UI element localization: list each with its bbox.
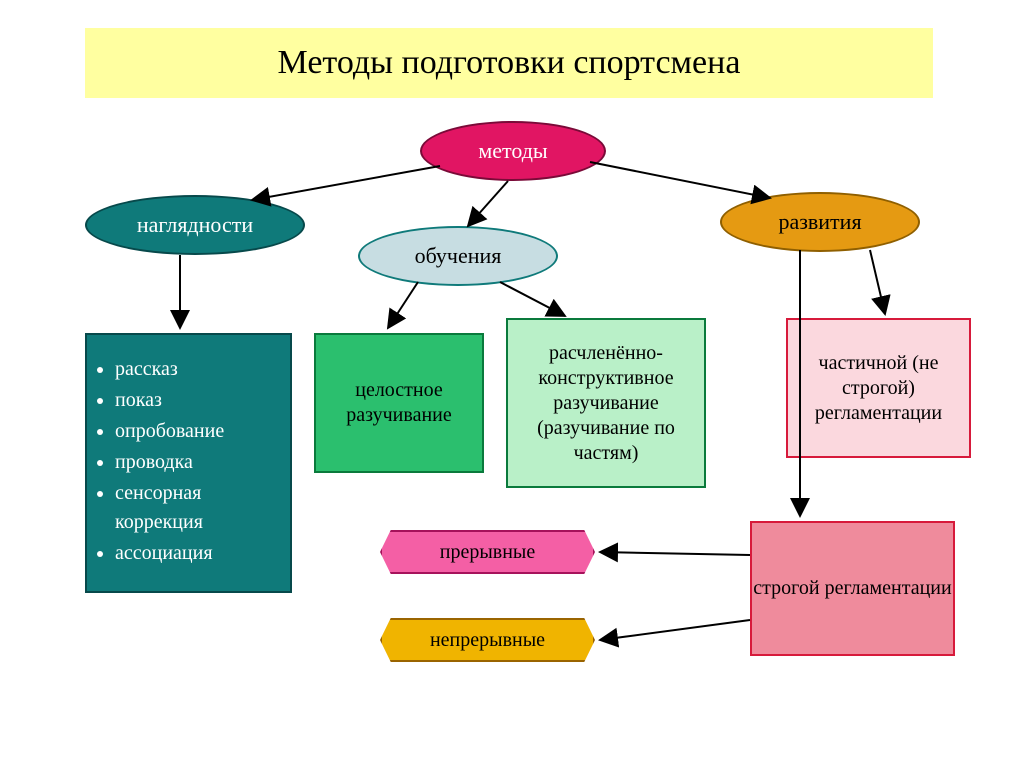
bullet-list: рассказпоказопробованиепроводкасенсорная… <box>101 355 276 568</box>
node-label: наглядности <box>137 212 253 238</box>
node-label: частичной (не строгой) регламентации <box>788 351 969 426</box>
bullet-item: опробование <box>115 417 276 446</box>
node-parts: расчленённо-конструктивное разучивание (… <box>506 318 706 488</box>
node-learning: обучения <box>358 226 558 286</box>
node-label: непрерывные <box>430 629 545 652</box>
bullet-item: ассоциация <box>115 539 276 568</box>
node-methods: методы <box>420 121 606 181</box>
bullet-item: рассказ <box>115 355 276 384</box>
node-label: расчленённо-конструктивное разучивание (… <box>514 341 698 466</box>
node-label: строгой регламентации <box>753 576 951 601</box>
node-label: развития <box>778 209 861 235</box>
node-label: целостное разучивание <box>316 378 482 428</box>
node-whole: целостное разучивание <box>314 333 484 473</box>
node-continuous: непрерывные <box>380 618 595 662</box>
node-visual-list: рассказпоказопробованиепроводкасенсорная… <box>85 333 292 593</box>
node-visual: наглядности <box>85 195 305 255</box>
node-label: прерывные <box>440 541 535 564</box>
node-strict: строгой регламентации <box>750 521 955 656</box>
node-interrupt: прерывные <box>380 530 595 574</box>
bullet-item: показ <box>115 386 276 415</box>
page-title: Методы подготовки спортсмена <box>85 28 933 98</box>
bullet-item: сенсорная коррекция <box>115 479 276 537</box>
bullet-item: проводка <box>115 448 276 477</box>
node-label: обучения <box>415 243 502 269</box>
node-label: методы <box>478 138 547 164</box>
node-partial: частичной (не строгой) регламентации <box>786 318 971 458</box>
node-develop: развития <box>720 192 920 252</box>
